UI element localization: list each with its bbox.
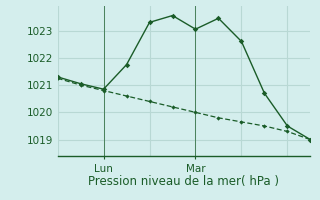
X-axis label: Pression niveau de la mer( hPa ): Pression niveau de la mer( hPa ) — [89, 175, 279, 188]
